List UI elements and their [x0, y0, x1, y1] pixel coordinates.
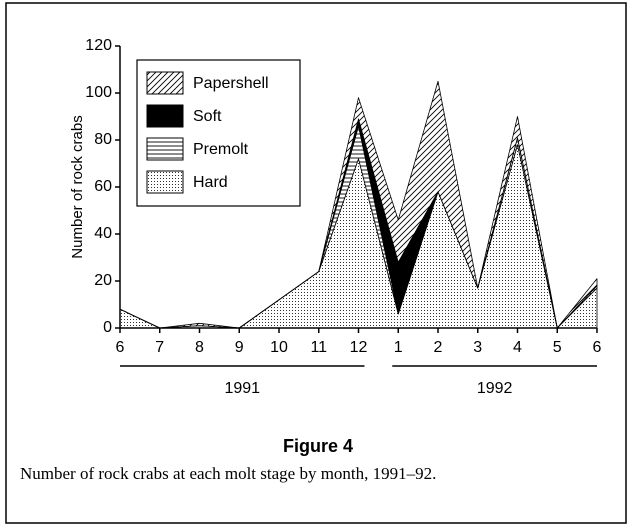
legend-swatch — [146, 170, 184, 194]
legend-label: Premolt — [193, 141, 249, 158]
y-tick-label: 20 — [94, 272, 112, 289]
x-tick-label: 1 — [394, 339, 403, 356]
x-tick-label: 12 — [350, 339, 368, 356]
x-tick-label: 3 — [473, 339, 482, 356]
year-label: 1992 — [477, 380, 513, 397]
area — [119, 80, 598, 329]
caption: Number of rock crabs at each molt stage … — [20, 464, 437, 483]
y-tick-label: 40 — [94, 225, 112, 242]
legend-label: Soft — [193, 108, 222, 125]
x-tick-label: 9 — [235, 339, 244, 356]
y-axis-label: Number of rock crabs — [69, 115, 86, 258]
legend-swatch — [146, 137, 184, 161]
y-tick-label: 60 — [94, 178, 112, 195]
figure-label: Figure 4 — [283, 436, 353, 456]
y-tick-label: 100 — [85, 84, 112, 101]
x-tick-label: 6 — [593, 339, 602, 356]
year-label: 1991 — [224, 380, 260, 397]
x-tick-label: 2 — [434, 339, 443, 356]
y-tick-label: 80 — [94, 131, 112, 148]
x-tick-label: 5 — [553, 339, 562, 356]
legend-label: Hard — [193, 174, 228, 191]
x-tick-label: 6 — [116, 339, 125, 356]
legend-swatch — [146, 104, 184, 128]
frame — [5, 2, 627, 524]
y-tick-label: 0 — [103, 319, 112, 336]
legend-label: Papershell — [193, 75, 269, 92]
legend-swatch — [146, 71, 184, 95]
x-tick-label: 11 — [310, 339, 327, 356]
x-tick-label: 8 — [195, 339, 204, 356]
y-tick-label: 120 — [85, 37, 112, 54]
x-tick-label: 7 — [155, 339, 164, 356]
x-tick-label: 10 — [270, 339, 288, 356]
x-tick-label: 4 — [513, 339, 522, 356]
